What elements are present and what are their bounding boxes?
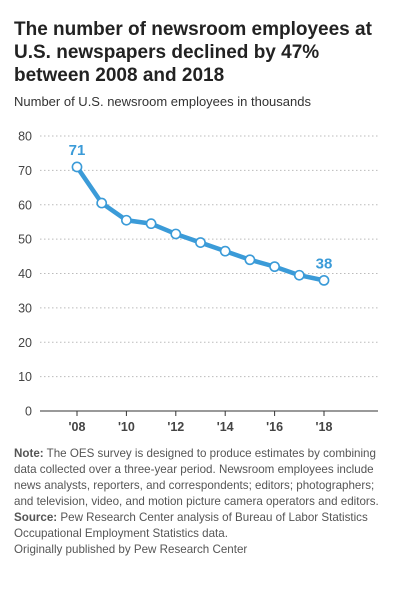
x-tick-label: '16 [266, 420, 283, 434]
data-label: 38 [316, 255, 333, 272]
grid-lines [40, 135, 378, 412]
y-tick-label: 0 [25, 405, 32, 419]
x-axis: '08 '10 '12 '14 '16 '18 [69, 411, 333, 434]
x-tick-label: '08 [69, 420, 86, 434]
y-tick-label: 80 [18, 130, 32, 144]
y-tick-label: 30 [18, 301, 32, 315]
data-point [145, 218, 157, 230]
x-tick-label: '12 [167, 420, 184, 434]
data-point [318, 274, 330, 286]
y-tick-label: 60 [18, 198, 32, 212]
x-tick-label: '14 [217, 420, 234, 434]
data-point [244, 254, 256, 266]
series-line [74, 164, 327, 283]
source-paragraph: Source: Pew Research Center analysis of … [14, 510, 392, 542]
data-point [293, 269, 305, 281]
x-tick-label: '10 [118, 420, 135, 434]
credit-text: Originally published by Pew Research Cen… [14, 543, 248, 556]
data-point [269, 261, 280, 273]
y-tick-label: 20 [18, 336, 32, 350]
data-point [96, 197, 108, 209]
chart-title: The number of newsroom employees at U.S.… [14, 19, 372, 86]
note-text: The OES survey is designed to produce es… [14, 447, 379, 508]
data-point [71, 161, 83, 173]
note-label: Note: [14, 447, 44, 460]
source-text: Pew Research Center analysis of Bureau o… [14, 511, 368, 540]
chart-notes: Note: The OES survey is designed to prod… [14, 446, 392, 558]
source-label: Source: [14, 511, 58, 524]
data-labels: 71 38 [69, 142, 333, 272]
data-label: 71 [69, 142, 86, 159]
y-tick-label: 50 [18, 233, 32, 247]
data-point [219, 245, 231, 257]
data-point [195, 237, 206, 248]
data-point [121, 214, 132, 226]
x-tick-label: '18 [316, 420, 333, 434]
data-point [170, 228, 182, 240]
chart-subtitle: Number of U.S. newsroom employees in tho… [14, 94, 311, 109]
note-paragraph: Note: The OES survey is designed to prod… [14, 446, 392, 510]
y-tick-label: 10 [18, 370, 32, 384]
line-chart: 0 10 20 30 40 50 60 70 80 '08 '10 '12 '14 '16 '18 71 3… [18, 130, 378, 434]
y-axis: 0 10 20 30 40 50 60 70 80 [18, 130, 32, 419]
y-tick-label: 40 [18, 267, 32, 281]
series-line-group [71, 161, 330, 286]
y-tick-label: 70 [18, 164, 32, 178]
